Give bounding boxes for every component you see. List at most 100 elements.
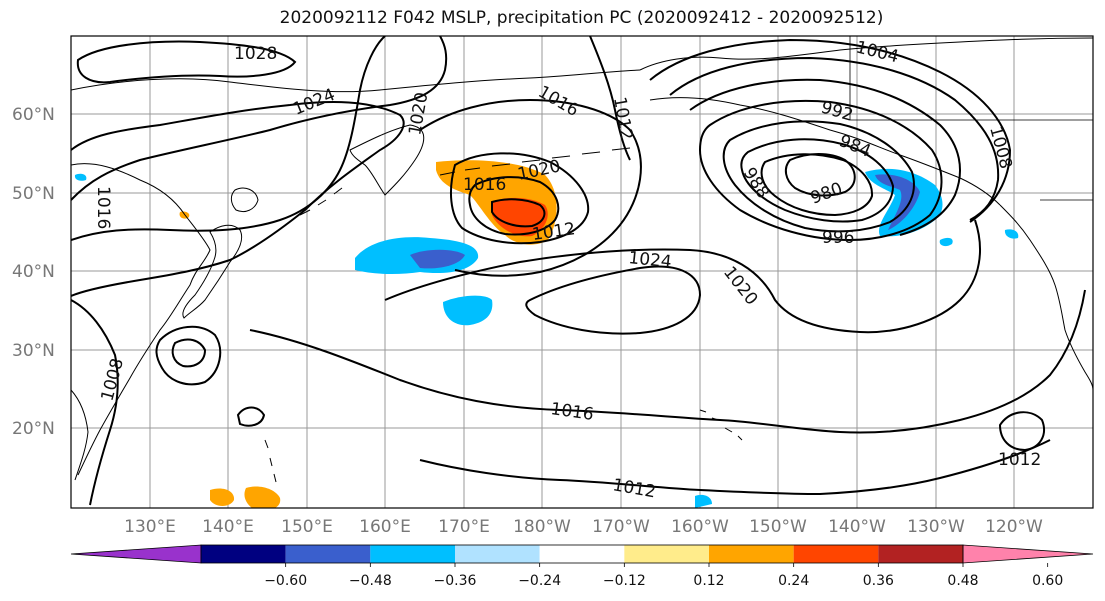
colorbar-tick-label: 0.24 [778,573,809,589]
coastlines [71,36,1093,483]
colorbar-tick-label: 0.36 [863,573,894,589]
contour-1012-east-low [998,411,1045,452]
contour-1012-arc [589,36,631,161]
contour-1024-west [71,101,405,297]
colorbar-segment [539,545,625,563]
small-islands-south [264,439,277,483]
lon-label: 120°W [985,517,1043,537]
precip-south-positive-area-1 [244,486,281,508]
contour-label: 1016 [463,175,506,195]
lat-label: 30°N [12,341,55,361]
contour-1008-west [71,299,119,506]
japan-coastline [182,224,243,319]
graticule [71,36,1093,508]
contour-1008 [669,56,1000,221]
colorbar-segment [370,545,455,563]
colorbar-border [200,544,964,564]
colorbar-tick-label: 0.12 [693,573,724,589]
colorbar-tick-label: −0.24 [518,573,561,589]
mslp-contours [71,36,1086,506]
map-title: 2020092112 F042 MSLP, precipitation PC (… [279,8,884,28]
precip-alaska-moderate-area [875,174,920,230]
lon-label: 180°W [513,517,571,537]
map-frame [70,35,1094,509]
asia-coastline [71,163,211,476]
kamchatka-coastline [349,124,425,196]
contour-1004 [649,38,1012,223]
lon-label: 130°W [907,517,965,537]
canada-border [849,36,1093,121]
contour-996 [698,99,943,242]
precip-moderate-negative-area [410,249,465,269]
precip-strong-area [492,197,548,237]
kuril-islands [299,187,343,216]
colorbar-segment [285,545,371,563]
contour-1020-ridge [384,219,981,334]
contour-1012-subtropical [419,439,1051,496]
lon-label: 150°E [281,517,333,537]
precip-east-small-area [1004,229,1019,239]
colorbar-segment [455,545,540,563]
lon-label: 170°W [592,517,650,537]
colorbar-extension-left [70,544,202,564]
colorbar-segment [878,545,963,563]
aleutian-islands [439,147,631,176]
contour-1016-large [419,98,642,277]
colorbar-tick-label: 0.48 [947,573,978,589]
lat-label: 50°N [12,184,55,204]
contour-1012-typhoon [171,338,207,368]
contour-1020-low [450,152,590,245]
colorbar-segment [793,545,879,563]
contour-1024-subtropical [525,265,702,335]
philippine-coastline [71,389,89,481]
contour-1016-subtropical [249,289,1086,434]
lon-label: 130°E [124,517,176,537]
colorbar-tick-label: −0.36 [434,573,477,589]
contour-1012-low [491,198,546,228]
lon-label: 170°E [438,517,490,537]
colorbar-segment [201,545,286,563]
north-america-coastline [999,204,1093,391]
precip-west-small-area [74,173,87,181]
colorbar-tick-label: 0.60 [1032,573,1063,589]
contour-label: 1024 [627,248,672,272]
siberia-coastline [71,69,641,93]
contour-988 [740,138,895,223]
colorbar-segment [624,545,709,563]
lon-label: 160°W [671,517,729,537]
lon-label: 140°E [202,517,254,537]
contour-small-south [236,406,266,427]
colorbar-tick-label: −0.12 [603,573,646,589]
precipitation-shading [74,160,1019,508]
lat-label: 20°N [12,419,55,439]
precip-south-positive-area-2 [210,488,235,506]
contour-1016-arc [71,36,386,241]
contour-1016-low [468,176,560,236]
precip-small-negative-area [443,295,493,326]
contour-1020-north [71,36,448,201]
contour-label: 1016 [93,186,113,229]
lon-label: 140°W [828,517,886,537]
precip-south-negative-area [695,494,712,508]
contour-984 [760,153,874,217]
colorbar-tick-label: −0.48 [349,573,392,589]
map-area [71,36,1093,508]
bering-coastline [639,37,1093,71]
colorbar-tick-label: −0.60 [264,573,307,589]
contour-980 [784,153,856,197]
contour-label: 1028 [234,44,277,64]
colorbar-extension-right [962,544,1094,564]
lat-label: 60°N [12,105,55,125]
latitude-labels: 60°N 50°N 40°N 30°N 20°N [12,105,55,439]
contour-1008-typhoon [155,325,222,386]
contour-992 [722,120,915,233]
contour-label: 996 [822,228,854,248]
lat-label: 40°N [12,262,55,282]
lon-label: 150°W [749,517,807,537]
colorbar [70,544,1094,564]
longitude-labels: 130°E 140°E 150°E 160°E 170°E 180°W 170°… [124,517,1043,537]
contour-1000 [689,78,961,236]
contour-1028-north [76,40,297,84]
hokkaido-coastline [230,187,259,213]
